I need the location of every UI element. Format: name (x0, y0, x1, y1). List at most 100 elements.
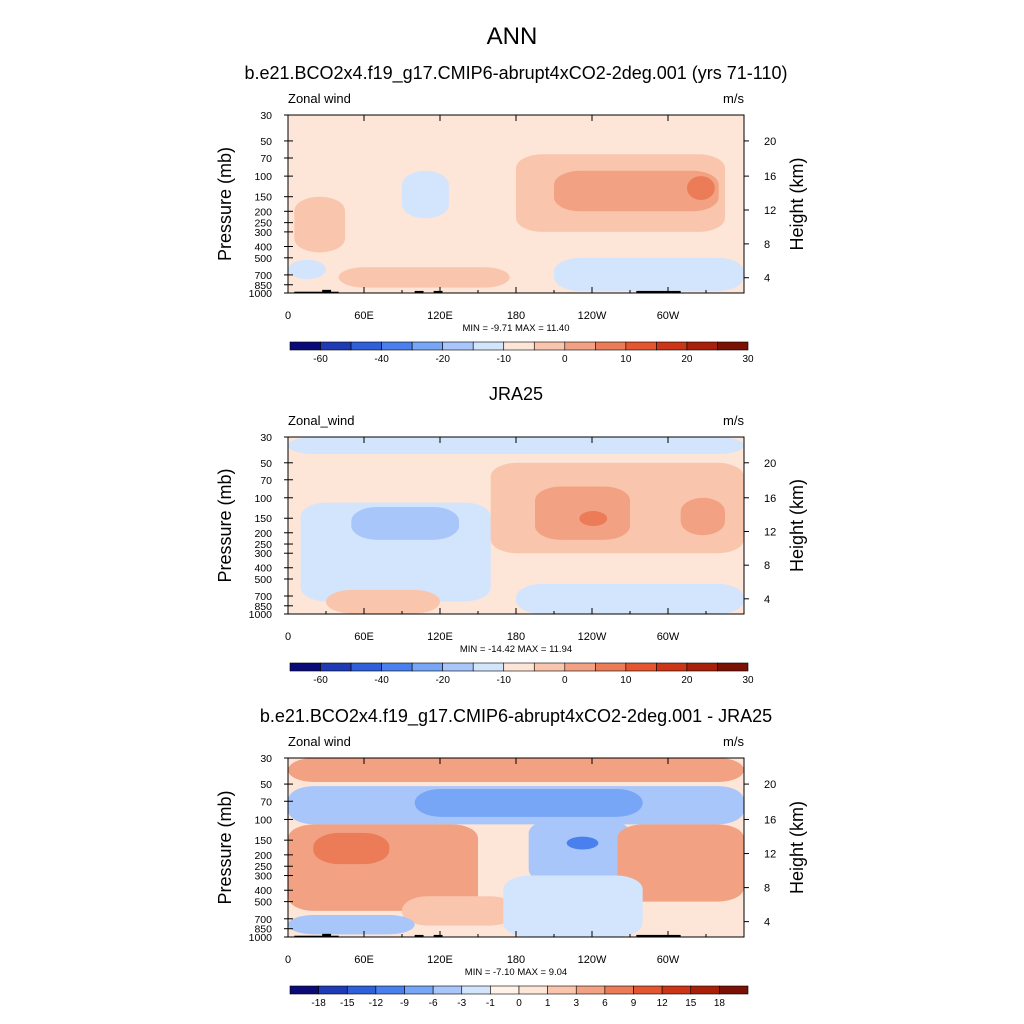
colorbar-box (719, 985, 749, 995)
y-tick-label: 500 (254, 574, 272, 586)
height-tick-label: 16 (764, 493, 776, 505)
x-tick-label: 180 (507, 954, 525, 966)
contour-fill (516, 583, 744, 614)
y-tick-label: 70 (260, 796, 272, 808)
colorbar-box (442, 341, 474, 351)
right-string: m/s (723, 91, 744, 106)
left-string: Zonal_wind (288, 413, 355, 428)
colorbar-box (595, 341, 627, 351)
colorbar-label: 15 (685, 998, 697, 1009)
colorbar-box (289, 341, 321, 351)
colorbar-box (533, 662, 566, 672)
y-tick-label: 1000 (249, 609, 273, 621)
y-tick-label: 300 (254, 548, 272, 560)
x-tick-label: 0 (285, 310, 291, 322)
y-axis-label: Pressure (mb) (215, 790, 235, 904)
contour-fill (338, 267, 510, 288)
y-tick-label: 850 (254, 280, 272, 292)
contour-field (288, 437, 744, 614)
contour-fill (313, 832, 390, 865)
topography (294, 291, 339, 293)
colorbar-label: -40 (374, 354, 389, 365)
topography (322, 289, 332, 293)
colorbar-box (503, 662, 535, 672)
colorbar-box (375, 985, 405, 995)
colorbar-label: -3 (457, 998, 466, 1009)
colorbar-label: 18 (714, 998, 726, 1009)
colorbar-box (461, 985, 491, 995)
y-tick-label: 500 (254, 253, 272, 265)
height-tick-label: 4 (764, 273, 770, 285)
y-tick-label: 700 (254, 591, 272, 603)
contour-fill (617, 824, 744, 902)
colorbar-label: 0 (562, 675, 568, 686)
topography (433, 290, 443, 293)
y-tick-label: 400 (254, 563, 272, 575)
x-tick-label: 120E (427, 631, 453, 643)
topography (636, 290, 681, 293)
x-tick-label: 60E (354, 631, 374, 643)
y-tick-label: 30 (260, 110, 272, 122)
colorbar-label: -60 (313, 675, 328, 686)
height-tick-label: 12 (764, 849, 776, 861)
y-tick-label: 150 (254, 835, 272, 847)
panel-1: b.e21.BCO2x4.f19_g17.CMIP6-abrupt4xCO2-2… (215, 63, 807, 365)
contour-fill (288, 915, 415, 935)
colorbar-box (686, 662, 718, 672)
contour-fill (326, 589, 440, 614)
colorbar-box (411, 662, 443, 672)
y-tick-label: 70 (260, 153, 272, 165)
contour-fill (288, 758, 744, 782)
x-tick-label: 60W (657, 631, 680, 643)
colorbar-box (381, 341, 413, 351)
colorbar-box (490, 985, 520, 995)
y-tick-label: 250 (254, 539, 272, 551)
height-tick-label: 20 (764, 136, 776, 148)
colorbar-box (661, 985, 692, 995)
colorbar-label: -20 (435, 675, 450, 686)
contour-fill (402, 896, 516, 926)
colorbar-box (442, 662, 474, 672)
y-tick-label: 300 (254, 227, 272, 239)
height-tick-label: 8 (764, 883, 770, 895)
colorbar-box (289, 985, 319, 995)
y-tick-label: 100 (254, 814, 272, 826)
height-tick-label: 8 (764, 560, 770, 572)
y-tick-label: 150 (254, 192, 272, 204)
colorbar-label: 10 (620, 675, 632, 686)
contour-fill (288, 259, 326, 280)
x-tick-label: 120W (578, 631, 607, 643)
colorbar-label: -60 (313, 354, 328, 365)
colorbar-box (518, 985, 548, 995)
colorbar-box (717, 662, 749, 672)
height-tick-label: 4 (764, 594, 770, 606)
figure-title: ANN (487, 23, 538, 50)
contour-fill (579, 511, 608, 527)
colorbar-label: 12 (657, 998, 669, 1009)
colorbar-label: -10 (497, 675, 512, 686)
height-tick-label: 12 (764, 205, 776, 217)
colorbar-box (320, 341, 352, 351)
colorbar-box (625, 662, 657, 672)
height-tick-label: 20 (764, 458, 776, 470)
y-tick-label: 300 (254, 871, 272, 883)
colorbar-label: 20 (681, 354, 693, 365)
y-axis-label-right: Height (km) (787, 479, 807, 572)
y-tick-label: 250 (254, 218, 272, 230)
colorbar-box (717, 341, 749, 351)
contour-field (288, 758, 744, 937)
height-tick-label: 4 (764, 917, 770, 929)
colorbar-box (411, 341, 443, 351)
colorbar-label: -20 (435, 354, 450, 365)
contour-fill (294, 196, 345, 253)
y-tick-label: 30 (260, 753, 272, 765)
contour-fill (414, 788, 643, 817)
contour-fill (554, 257, 744, 291)
y-axis-label-right: Height (km) (787, 801, 807, 894)
colorbar-box (381, 662, 413, 672)
y-tick-label: 850 (254, 601, 272, 613)
contour-fill (402, 170, 449, 219)
y-tick-label: 100 (254, 493, 272, 505)
height-tick-label: 16 (764, 171, 776, 183)
x-tick-label: 60E (354, 954, 374, 966)
